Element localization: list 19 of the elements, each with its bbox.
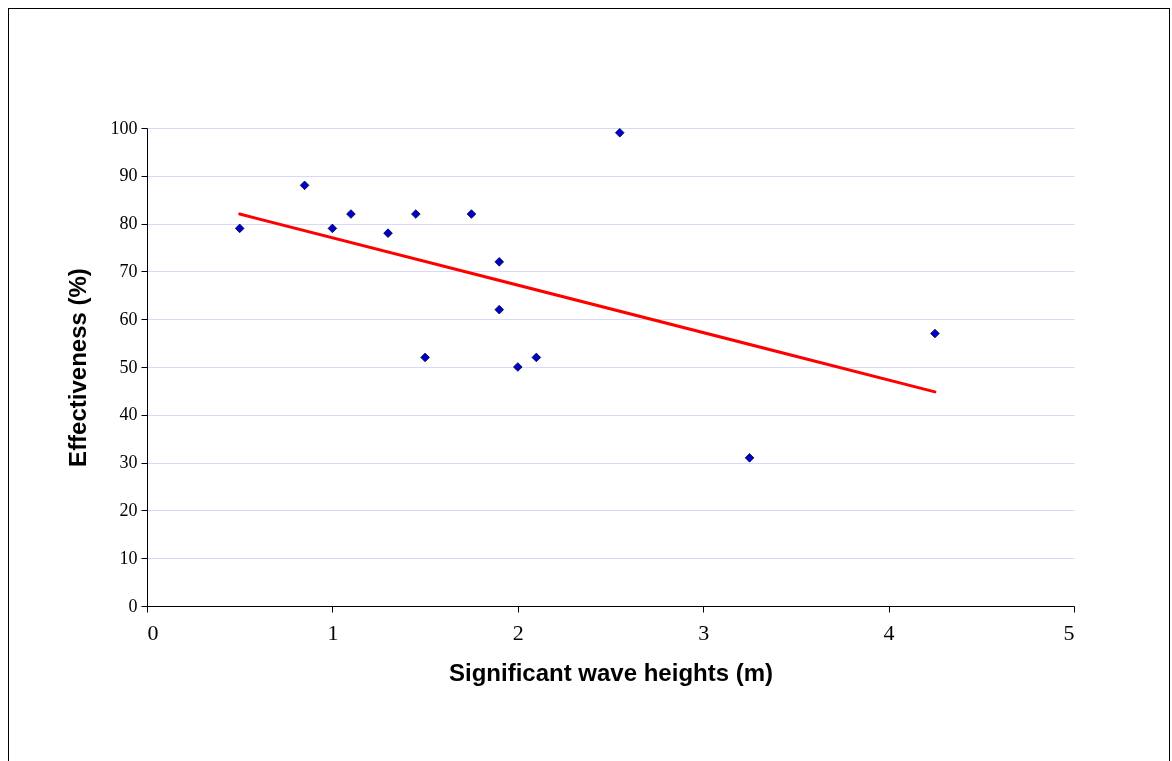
x-tick-label: 1 — [327, 619, 339, 645]
y-tick-label: 90 — [119, 165, 138, 186]
y-axis-title: Effectiveness (%) — [63, 268, 91, 467]
y-tick-label: 80 — [119, 213, 138, 234]
y-tick-label: 50 — [119, 356, 138, 377]
y-tick-label: 60 — [119, 308, 138, 329]
x-tick-label: 5 — [1063, 619, 1075, 645]
x-tick-label: 4 — [883, 619, 895, 645]
y-tick-label: 0 — [128, 595, 138, 616]
x-axis-title: Significant wave heights (m) — [448, 658, 774, 686]
x-tick-label: 0 — [147, 619, 159, 645]
y-tick-label: 100 — [110, 117, 138, 138]
x-tick-label: 3 — [698, 619, 710, 645]
x-tick-label: 2 — [512, 619, 524, 645]
y-tick-label: 70 — [119, 260, 138, 281]
y-tick-label: 10 — [119, 547, 138, 568]
y-tick-label: 30 — [119, 452, 138, 473]
y-tick-label: 40 — [119, 404, 138, 425]
y-tick-label: 20 — [119, 499, 138, 520]
